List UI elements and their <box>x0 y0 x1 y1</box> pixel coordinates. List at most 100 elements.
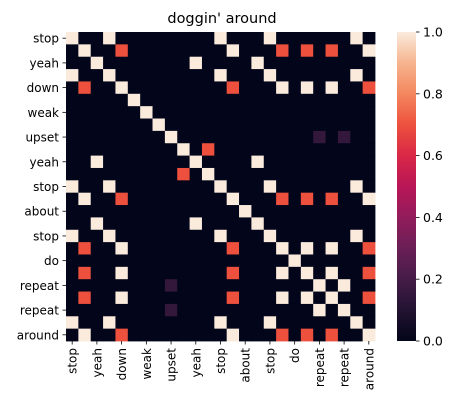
heatmap-cell <box>164 316 178 330</box>
heatmap-cell <box>239 44 252 58</box>
heatmap-cell <box>103 316 116 330</box>
heatmap-cell <box>127 316 141 330</box>
heatmap-cell <box>90 279 104 292</box>
heatmap-cell <box>189 291 203 305</box>
heatmap-cell <box>276 192 289 206</box>
heatmap-cell <box>226 266 240 280</box>
heatmap-cell <box>300 316 314 330</box>
heatmap-cell <box>140 242 153 255</box>
heatmap-cell <box>226 303 240 317</box>
heatmap-cell <box>78 32 92 45</box>
heatmap-cell <box>90 266 104 280</box>
heatmap-cell <box>164 180 178 194</box>
heatmap-cell <box>300 44 314 58</box>
heatmap-cell <box>276 81 289 95</box>
heatmap-cell <box>201 328 215 342</box>
heatmap-cell <box>115 56 129 70</box>
heatmap-cell <box>350 192 364 206</box>
heatmap-cell <box>263 56 277 70</box>
heatmap-cell <box>189 81 203 95</box>
heatmap-cell <box>263 130 277 144</box>
heatmap-cell <box>251 266 265 280</box>
heatmap-cell <box>239 118 252 132</box>
heatmap-cell <box>177 316 190 330</box>
heatmap-cell <box>226 44 240 58</box>
heatmap-cell <box>313 192 326 206</box>
heatmap-cell <box>201 118 215 132</box>
heatmap-cell <box>350 130 364 144</box>
heatmap-cell <box>325 106 339 119</box>
heatmap-cell <box>337 167 351 181</box>
heatmap-cell <box>313 279 326 292</box>
column-label: do <box>288 348 302 363</box>
heatmap-cell <box>337 266 351 280</box>
heatmap-cell <box>263 81 277 95</box>
heatmap-cells <box>66 32 376 342</box>
heatmap-cell <box>189 118 203 132</box>
heatmap-cell <box>115 291 129 305</box>
heatmap-cell <box>177 180 190 194</box>
heatmap-cell <box>140 32 153 45</box>
heatmap-cell <box>152 291 166 305</box>
column-labels: stop yeah down weak upset yeah stop about stop do… <box>66 341 376 390</box>
heatmap-cell <box>103 229 116 243</box>
heatmap-cell <box>152 266 166 280</box>
heatmap-cell <box>90 44 104 58</box>
heatmap-cell <box>152 328 166 342</box>
heatmap-cell <box>127 44 141 58</box>
heatmap-cell <box>325 303 339 317</box>
row-labels: stop yeah down weak upset yeah stop about stop do… <box>17 32 66 342</box>
heatmap-cell <box>276 155 289 169</box>
heatmap-cell <box>313 155 326 169</box>
heatmap-cell <box>115 180 129 194</box>
heatmap-cell <box>189 229 203 243</box>
heatmap-cell <box>313 118 326 132</box>
heatmap-cell <box>276 279 289 292</box>
heatmap-cell <box>103 328 116 342</box>
row-label: yeah <box>30 56 59 70</box>
heatmap-cell <box>276 143 289 156</box>
heatmap-cell <box>177 106 190 119</box>
colorbar-tick-label: 0.6 <box>423 148 443 163</box>
heatmap-cell <box>288 93 302 107</box>
heatmap-cell <box>239 155 252 169</box>
heatmap-cell <box>115 167 129 181</box>
heatmap-cell <box>337 303 351 317</box>
heatmap-cell <box>214 69 228 82</box>
heatmap-cell <box>201 130 215 144</box>
heatmap-cell <box>140 106 153 119</box>
heatmap-cell <box>164 32 178 45</box>
heatmap-cell <box>214 56 228 70</box>
heatmap-cell <box>276 229 289 243</box>
heatmap-cell <box>337 229 351 243</box>
heatmap-cell <box>78 180 92 194</box>
heatmap-cell <box>201 44 215 58</box>
heatmap-cell <box>313 217 326 231</box>
heatmap-cell <box>177 328 190 342</box>
heatmap-cell <box>66 44 79 58</box>
heatmap-cell <box>313 44 326 58</box>
heatmap-cell <box>78 217 92 231</box>
heatmap-cell <box>251 205 265 218</box>
row-label: around <box>17 328 59 342</box>
heatmap-cell <box>201 32 215 45</box>
heatmap-cell <box>276 180 289 194</box>
heatmap-cell <box>214 192 228 206</box>
heatmap-cell <box>127 167 141 181</box>
heatmap-cell <box>78 44 92 58</box>
heatmap-cell <box>115 44 129 58</box>
heatmap-cell <box>177 217 190 231</box>
heatmap-cell <box>239 303 252 317</box>
heatmap-cell <box>66 155 79 169</box>
heatmap-cell <box>66 316 79 330</box>
heatmap-cell <box>90 242 104 255</box>
heatmap-cell <box>189 106 203 119</box>
heatmap-cell <box>350 180 364 194</box>
heatmap-cell <box>325 44 339 58</box>
heatmap-cell <box>127 328 141 342</box>
heatmap-cell <box>66 266 79 280</box>
heatmap-cell <box>288 279 302 292</box>
heatmap-cell <box>115 81 129 95</box>
heatmap-cell <box>337 69 351 82</box>
heatmap-cell <box>66 328 79 342</box>
